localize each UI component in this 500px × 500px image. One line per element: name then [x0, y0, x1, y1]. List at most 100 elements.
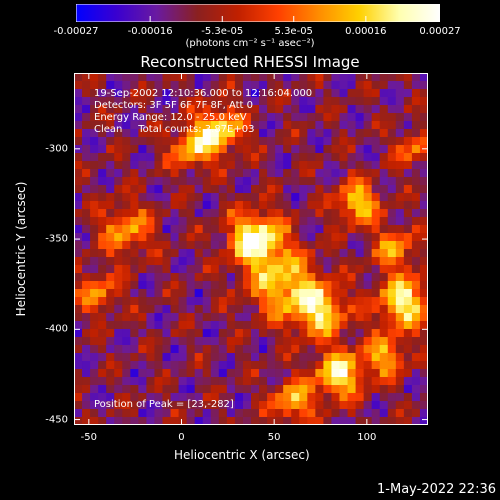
heatmap-cell: [371, 225, 381, 234]
heatmap-cell: [323, 177, 333, 186]
heatmap-cell: [82, 225, 91, 234]
heatmap-cell: [291, 385, 300, 394]
heatmap-cell: [138, 249, 148, 258]
heatmap-cell: [347, 337, 357, 346]
heatmap-cell: [411, 113, 421, 122]
heatmap-cell: [307, 377, 316, 386]
heatmap-cell: [275, 105, 284, 114]
heatmap-cell: [363, 337, 373, 346]
heatmap-cell: [74, 321, 83, 330]
heatmap-cell: [138, 193, 148, 202]
heatmap-cell: [259, 337, 268, 346]
heatmap-cell: [419, 185, 428, 194]
heatmap-cell: [98, 145, 107, 154]
heatmap-cell: [259, 305, 268, 314]
heatmap-cell: [371, 401, 381, 410]
heatmap-cell: [130, 265, 139, 274]
heatmap-cell: [259, 265, 268, 274]
heatmap-cell: [347, 121, 357, 130]
heatmap-cell: [186, 353, 196, 362]
heatmap-cell: [186, 241, 196, 250]
heatmap-cell: [331, 241, 341, 250]
heatmap-cell: [291, 289, 300, 298]
heatmap-cell: [210, 265, 220, 274]
heatmap-cell: [218, 209, 228, 218]
heatmap-cell: [98, 177, 107, 186]
heatmap-cell: [395, 353, 405, 362]
heatmap-cell: [307, 153, 316, 162]
heatmap-cell: [130, 97, 139, 106]
heatmap-cell: [106, 377, 115, 386]
heatmap-cell: [106, 217, 115, 226]
heatmap-cell: [82, 201, 91, 210]
heatmap-cell: [218, 313, 228, 322]
heatmap-cell: [226, 257, 236, 266]
heatmap-cell: [315, 89, 325, 98]
heatmap-cell: [130, 113, 139, 122]
heatmap-cell: [218, 385, 228, 394]
heatmap-cell: [98, 377, 107, 386]
heatmap-cell: [202, 73, 212, 82]
heatmap-cell: [210, 361, 220, 370]
heatmap-cell: [130, 417, 139, 425]
heatmap-cell: [315, 265, 325, 274]
heatmap-cell: [275, 393, 284, 402]
heatmap-cell: [170, 225, 180, 234]
heatmap-cell: [403, 121, 413, 130]
heatmap-cell: [339, 169, 349, 178]
heatmap-cell: [90, 313, 99, 322]
heatmap-cell: [331, 377, 341, 386]
heatmap-cell: [130, 233, 139, 242]
heatmap-cell: [138, 217, 148, 226]
heatmap-cell: [90, 89, 99, 98]
heatmap-cell: [419, 321, 428, 330]
heatmap-cell: [275, 201, 284, 210]
heatmap-cell: [218, 89, 228, 98]
heatmap-cell: [267, 225, 276, 234]
heatmap-cell: [291, 169, 300, 178]
heatmap-cell: [291, 273, 300, 282]
heatmap-cell: [114, 121, 123, 130]
heatmap-cell: [138, 113, 148, 122]
heatmap-cell: [106, 129, 115, 138]
heatmap-cell: [259, 281, 268, 290]
heatmap-cell: [251, 289, 260, 298]
heatmap-cell: [194, 225, 204, 234]
heatmap-cell: [202, 361, 212, 370]
heatmap-cell: [419, 329, 428, 338]
heatmap-cell: [122, 289, 131, 298]
heatmap-cell: [251, 329, 260, 338]
heatmap-cell: [307, 137, 316, 146]
heatmap-cell: [138, 401, 148, 410]
heatmap-cell: [106, 297, 115, 306]
heatmap-cell: [194, 329, 204, 338]
heatmap-cell: [323, 249, 333, 258]
heatmap-cell: [162, 321, 172, 330]
heatmap-cell: [403, 289, 413, 298]
heatmap-cell: [194, 105, 204, 114]
heatmap-cell: [170, 353, 180, 362]
heatmap-cell: [307, 169, 316, 178]
heatmap-cell: [275, 385, 284, 394]
heatmap-cell: [138, 393, 148, 402]
heatmap-cell: [267, 185, 276, 194]
heatmap-cell: [122, 273, 131, 282]
heatmap-cell: [355, 161, 365, 170]
heatmap-cell: [363, 249, 373, 258]
heatmap-cell: [411, 201, 421, 210]
heatmap-cell: [122, 177, 131, 186]
heatmap-cell: [323, 185, 333, 194]
heatmap-cell: [122, 201, 131, 210]
heatmap-cell: [315, 73, 325, 82]
heatmap-cell: [146, 201, 156, 210]
heatmap-cell: [331, 281, 341, 290]
heatmap-cell: [170, 193, 180, 202]
heatmap-cell: [138, 145, 148, 154]
heatmap-cell: [323, 289, 333, 298]
heatmap-cell: [267, 217, 276, 226]
heatmap-cell: [347, 177, 357, 186]
heatmap-cell: [363, 233, 373, 242]
heatmap-cell: [106, 73, 115, 82]
heatmap-cell: [170, 273, 180, 282]
heatmap-cell: [138, 185, 148, 194]
